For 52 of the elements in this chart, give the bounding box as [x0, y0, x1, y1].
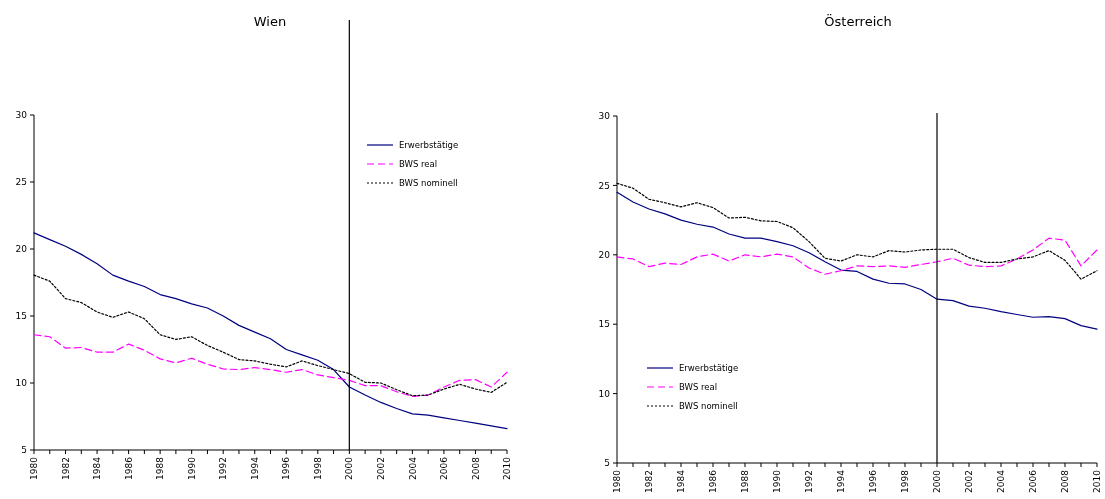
x-tick-label: 1996	[868, 469, 879, 493]
x-tick-label: 1992	[804, 470, 815, 493]
x-tick-label: 1984	[92, 456, 103, 480]
x-tick-label: 2000	[932, 469, 943, 493]
legend-label: Erwerbstätige	[679, 362, 739, 373]
x-tick-label: 1998	[900, 469, 911, 493]
y-tick-label: 5	[21, 445, 27, 456]
x-tick-label: 1994	[836, 469, 847, 493]
y-tick-label: 20	[15, 244, 28, 255]
x-tick-label: 2006	[439, 456, 450, 480]
x-tick-label: 1990	[186, 456, 197, 480]
x-tick-label: 2006	[1028, 469, 1039, 493]
x-tick-label: 2004	[407, 456, 418, 480]
x-tick-label: 1982	[60, 457, 71, 480]
x-tick-label: 2000	[344, 456, 355, 480]
x-tick-label: 1980	[612, 469, 623, 493]
x-tick-label: 1988	[155, 456, 166, 480]
x-tick-label: 2002	[964, 470, 975, 493]
x-tick-label: 2008	[1060, 469, 1071, 493]
x-tick-label: 1984	[676, 469, 687, 493]
y-tick-label: 10	[15, 378, 28, 389]
y-tick-label: 25	[15, 177, 27, 188]
x-tick-label: 2002	[376, 457, 387, 480]
chart-title: Österreich	[824, 13, 892, 29]
y-tick-label: 10	[598, 388, 611, 399]
legend-label: BWS real	[679, 381, 718, 392]
y-tick-label: 15	[15, 311, 27, 322]
x-tick-label: 1988	[740, 469, 751, 493]
x-tick-label: 2010	[502, 456, 513, 480]
chart-title: Wien	[253, 14, 287, 29]
x-tick-label: 2010	[1092, 469, 1103, 493]
legend-label: BWS nominell	[399, 177, 458, 188]
x-tick-label: 2008	[470, 456, 481, 480]
x-tick-label: 1990	[772, 469, 783, 493]
x-tick-label: 1998	[312, 456, 323, 480]
legend-label: BWS real	[399, 158, 438, 169]
x-tick-label: 1986	[123, 456, 134, 480]
y-tick-label: 15	[598, 319, 610, 330]
x-tick-label: 1994	[249, 456, 260, 480]
legend-label: Erwerbstätige	[399, 139, 459, 150]
x-tick-label: 1992	[218, 457, 229, 480]
y-tick-label: 20	[598, 249, 611, 260]
x-tick-label: 2004	[996, 469, 1007, 493]
x-tick-label: 1980	[29, 456, 40, 480]
y-tick-label: 30	[15, 110, 28, 121]
x-tick-label: 1982	[644, 470, 655, 493]
y-tick-label: 5	[604, 458, 610, 469]
x-tick-label: 1996	[281, 456, 292, 480]
y-tick-label: 30	[598, 111, 611, 122]
legend-label: BWS nominell	[679, 400, 738, 411]
x-tick-label: 1986	[708, 469, 719, 493]
y-tick-label: 25	[598, 180, 610, 191]
